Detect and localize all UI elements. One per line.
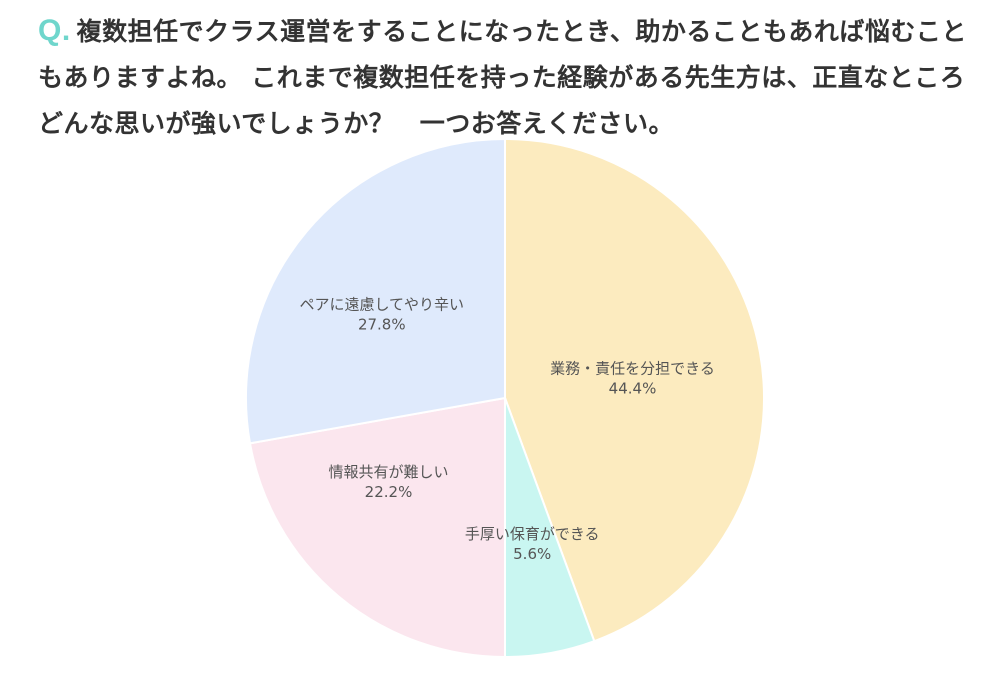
- slice-category-label: 業務・責任を分担できる: [550, 359, 715, 377]
- slice-percent-label: 27.8%: [358, 316, 406, 334]
- pie-slices: [245, 137, 765, 659]
- pie-slice: [245, 137, 506, 445]
- question-text: Q. 複数担任でクラス運営をすることになったとき、助かることもあれば悩むこともあり…: [38, 8, 978, 147]
- pie-labels: 業務・責任を分担できる 44.4% 手厚い保育ができる 5.6% 情報共有が難しい 22.…: [299, 296, 714, 563]
- slice-percent-label: 5.6%: [513, 545, 551, 563]
- question-body: 複数担任でクラス運営をすることになったとき、助かることもあれば悩むこともあります…: [38, 17, 967, 138]
- slice-category-label: ペアに遠慮してやり辛い: [299, 296, 464, 314]
- slice-percent-label: 22.2%: [365, 483, 413, 501]
- slice-percent-label: 44.4%: [609, 379, 657, 397]
- pie-slice: [504, 137, 765, 643]
- slice-category-label: 手厚い保育ができる: [465, 525, 600, 543]
- slice-category-label: 情報共有が難しい: [329, 463, 449, 481]
- pie-slice: [248, 396, 506, 659]
- question-mark: Q.: [38, 14, 71, 47]
